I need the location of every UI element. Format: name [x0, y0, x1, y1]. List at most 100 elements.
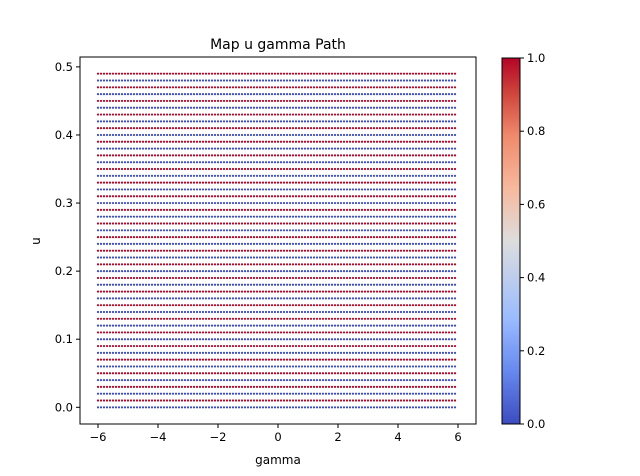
data-point [201, 290, 205, 293]
data-point [183, 147, 187, 150]
data-point [189, 201, 193, 205]
data-point [390, 378, 394, 382]
data-point [96, 181, 100, 184]
data-point [309, 304, 313, 307]
data-point [270, 276, 274, 280]
data-point [327, 399, 331, 402]
data-point [132, 181, 136, 184]
data-point [450, 372, 454, 375]
data-point [264, 229, 268, 232]
data-point [228, 201, 232, 205]
data-point [117, 310, 121, 314]
data-point [327, 378, 331, 382]
data-point [393, 385, 397, 388]
data-point [348, 331, 352, 334]
data-point [117, 317, 121, 320]
data-point [150, 167, 154, 171]
data-point [147, 392, 151, 395]
data-point [312, 406, 316, 409]
data-point [327, 256, 331, 259]
data-point [393, 215, 397, 218]
data-point [354, 365, 358, 368]
data-point [141, 242, 145, 245]
data-point [147, 133, 151, 137]
data-point [105, 338, 109, 341]
data-point [309, 283, 313, 286]
data-point [324, 208, 328, 211]
data-point [393, 317, 397, 320]
data-point [222, 378, 226, 382]
data-point [159, 154, 163, 157]
data-point [450, 208, 454, 211]
data-point [246, 358, 250, 361]
data-point [357, 304, 361, 307]
data-point [405, 324, 409, 327]
data-point [303, 127, 307, 130]
data-point [306, 133, 310, 137]
data-point [120, 174, 124, 177]
data-point [246, 304, 250, 307]
data-point [249, 174, 253, 177]
data-point [162, 324, 166, 327]
data-point [225, 358, 229, 361]
data-point [453, 358, 457, 361]
data-point [306, 270, 310, 273]
data-point [198, 290, 202, 293]
data-point [426, 263, 430, 266]
data-point [408, 351, 412, 354]
data-point [441, 399, 445, 402]
data-point [390, 338, 394, 341]
data-point [426, 351, 430, 354]
data-point [333, 317, 337, 320]
data-point [405, 256, 409, 259]
data-point [153, 140, 157, 143]
data-point [192, 215, 196, 218]
data-point [348, 147, 352, 150]
data-point [120, 229, 124, 232]
data-point [450, 324, 454, 327]
data-point [282, 188, 286, 191]
data-point [117, 290, 121, 293]
data-point [426, 338, 430, 341]
data-point [303, 195, 307, 198]
data-point [273, 290, 277, 293]
data-point [300, 385, 304, 388]
data-point [108, 154, 112, 157]
data-point [414, 147, 418, 150]
data-point [123, 270, 127, 273]
data-point [291, 270, 295, 273]
data-point [192, 270, 196, 273]
data-point [267, 276, 271, 280]
data-point [393, 222, 397, 225]
data-point [330, 310, 334, 314]
data-point [327, 174, 331, 177]
data-point [318, 270, 322, 273]
data-point [336, 181, 340, 184]
data-point [372, 344, 376, 348]
data-point [195, 372, 199, 375]
data-point [258, 256, 262, 259]
data-point [117, 201, 121, 205]
data-point [402, 270, 406, 273]
data-point [315, 154, 319, 157]
data-point [96, 304, 100, 307]
data-point [111, 372, 115, 375]
data-point [156, 317, 160, 320]
data-point [276, 378, 280, 382]
data-point [402, 297, 406, 300]
data-point [339, 338, 343, 341]
data-point [144, 215, 148, 218]
data-point [258, 181, 262, 184]
data-point [414, 174, 418, 177]
data-point [357, 276, 361, 280]
data-point [144, 372, 148, 375]
data-point [348, 344, 352, 348]
data-point [237, 127, 241, 130]
data-point [162, 229, 166, 232]
data-point [96, 406, 100, 409]
data-point [396, 351, 400, 354]
data-point [342, 317, 346, 320]
data-point [444, 188, 448, 191]
data-point [429, 263, 433, 266]
data-point [120, 127, 124, 130]
